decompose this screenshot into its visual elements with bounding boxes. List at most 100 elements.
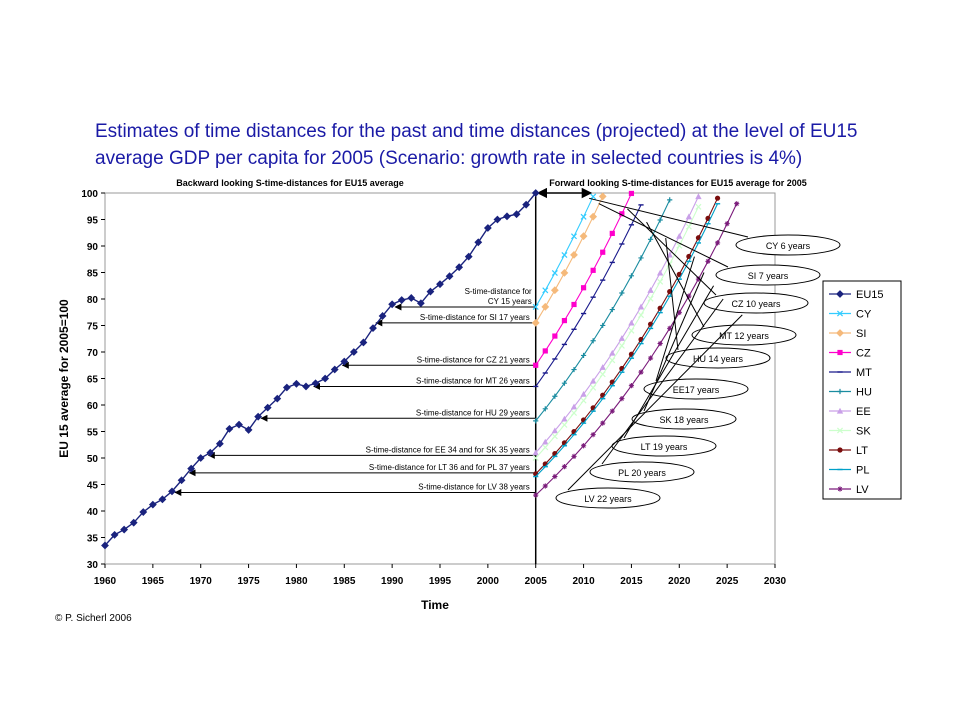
x-tick-label: 2010 (572, 576, 595, 587)
data-point-eu15 (436, 280, 444, 289)
callouts-layer: CY 6 years SI 7 years CZ 10 years MT 12 yea… (555, 197, 841, 509)
axes-layer: 30 35 40 45 50 55 60 65 70 75 80 85 90 95 100 1960 1965 1… (57, 178, 807, 612)
backward-arrow-label: S-time-distance for LT 36 and for PL 37 … (369, 463, 530, 472)
data-point-lv (676, 309, 682, 316)
data-point-eu15 (407, 294, 416, 302)
y-tick-label: 45 (87, 481, 99, 492)
data-point-hu (609, 306, 615, 313)
callout-bubble (631, 408, 737, 430)
legend-marker-cz (837, 349, 843, 356)
data-point-lt (714, 195, 721, 201)
legend-label-lv: LV (856, 484, 869, 496)
data-point-si (531, 318, 540, 327)
data-point-lv (590, 432, 596, 438)
x-tick-label: 2020 (668, 576, 691, 587)
series-line-lv (535, 203, 738, 496)
x-tick-label: 1965 (142, 576, 165, 587)
legend-marker-eu15 (836, 290, 844, 298)
data-point-sk (599, 371, 606, 378)
data-point-sk (609, 357, 616, 364)
data-point-ee (570, 403, 578, 410)
data-point-eu15 (340, 357, 349, 366)
legend-marker-lt (837, 447, 843, 453)
data-point-sk (532, 454, 539, 462)
y-tick-label: 90 (87, 242, 99, 253)
data-point-eu15 (120, 525, 129, 534)
callout-label: LV 22 years (584, 494, 632, 504)
y-tick-label: 55 (87, 428, 99, 439)
data-point-lv (657, 340, 663, 347)
data-point-hu (533, 418, 539, 424)
legend-marker-lv (837, 486, 843, 492)
data-point-eu15 (101, 541, 109, 550)
series-line-eu15 (104, 192, 537, 546)
data-point-eu15 (416, 299, 425, 308)
x-tick-label: 1970 (190, 576, 213, 587)
legend-label-cy: CY (856, 309, 872, 321)
backward-section-label: Backward looking S-time-distances for EU… (176, 178, 404, 188)
data-point-eu15 (445, 272, 454, 281)
data-point-ee (656, 269, 664, 276)
data-point-lv (552, 473, 558, 480)
backward-arrow-label: S-time-distance for CZ 21 years (417, 355, 530, 364)
data-point-eu15 (512, 210, 521, 219)
series-line-si (535, 196, 604, 324)
legend-label-sk: SK (856, 426, 871, 438)
x-tick-label: 2000 (477, 576, 500, 587)
data-point-lv (561, 464, 568, 470)
data-point-sk (685, 223, 692, 230)
y-tick-label: 100 (81, 189, 98, 200)
data-point-eu15 (464, 252, 473, 261)
data-point-hu (571, 366, 577, 373)
data-point-si (570, 250, 578, 259)
data-point-hu (590, 338, 596, 344)
data-point-eu15 (206, 448, 215, 457)
data-point-cy (551, 269, 558, 277)
callout-bubble (589, 461, 695, 483)
data-point-hu (600, 322, 606, 329)
legend-marker-sk (836, 427, 844, 434)
callout-pointer (623, 285, 715, 439)
callout-label: HU 14 years (693, 354, 744, 364)
backward-arrow-label: S-time-distance for HU 29 years (416, 408, 530, 417)
chart-title-line-2: average GDP per capita for 2005 (Scenari… (95, 148, 803, 169)
data-point-cy (570, 233, 578, 240)
callout-label: PL 20 years (618, 468, 666, 478)
data-point-sk (647, 295, 654, 302)
x-tick-label: 2015 (620, 576, 643, 587)
data-point-cz (590, 267, 596, 273)
data-point-eu15 (503, 212, 511, 221)
y-tick-label: 60 (87, 401, 99, 412)
data-point-eu15 (292, 379, 301, 388)
data-point-sk (637, 312, 645, 319)
data-point-lt (705, 215, 711, 221)
data-point-hu (657, 217, 663, 223)
backward-arrow-label: S-time-distance for LV 38 years (418, 482, 529, 491)
data-point-cz (580, 285, 587, 291)
data-point-eu15 (282, 383, 291, 392)
data-point-ee (532, 449, 539, 456)
legend-marker-si (836, 329, 844, 337)
data-point-lv (734, 201, 740, 207)
data-point-ee (618, 335, 626, 341)
data-point-sk (695, 203, 702, 210)
data-point-eu15 (148, 500, 157, 509)
data-point-lv (580, 443, 587, 449)
data-point-cz (552, 333, 558, 339)
data-point-cz (619, 211, 625, 217)
data-point-cz (600, 249, 606, 255)
data-point-eu15 (110, 530, 119, 539)
data-point-cz (542, 348, 548, 354)
data-point-eu15 (531, 189, 540, 197)
data-point-lv (542, 483, 548, 489)
data-point-lv (686, 293, 692, 299)
series-line-pl (535, 203, 719, 477)
legend-label-eu15: EU15 (856, 289, 884, 301)
x-tick-label: 2005 (525, 576, 548, 587)
data-point-ee (551, 427, 559, 434)
legend-marker-ee (836, 407, 844, 414)
legend-label-si: SI (856, 328, 866, 340)
backward-arrow-label: S-time-distance for SI 17 years (420, 313, 530, 322)
data-point-eu15 (225, 424, 234, 433)
